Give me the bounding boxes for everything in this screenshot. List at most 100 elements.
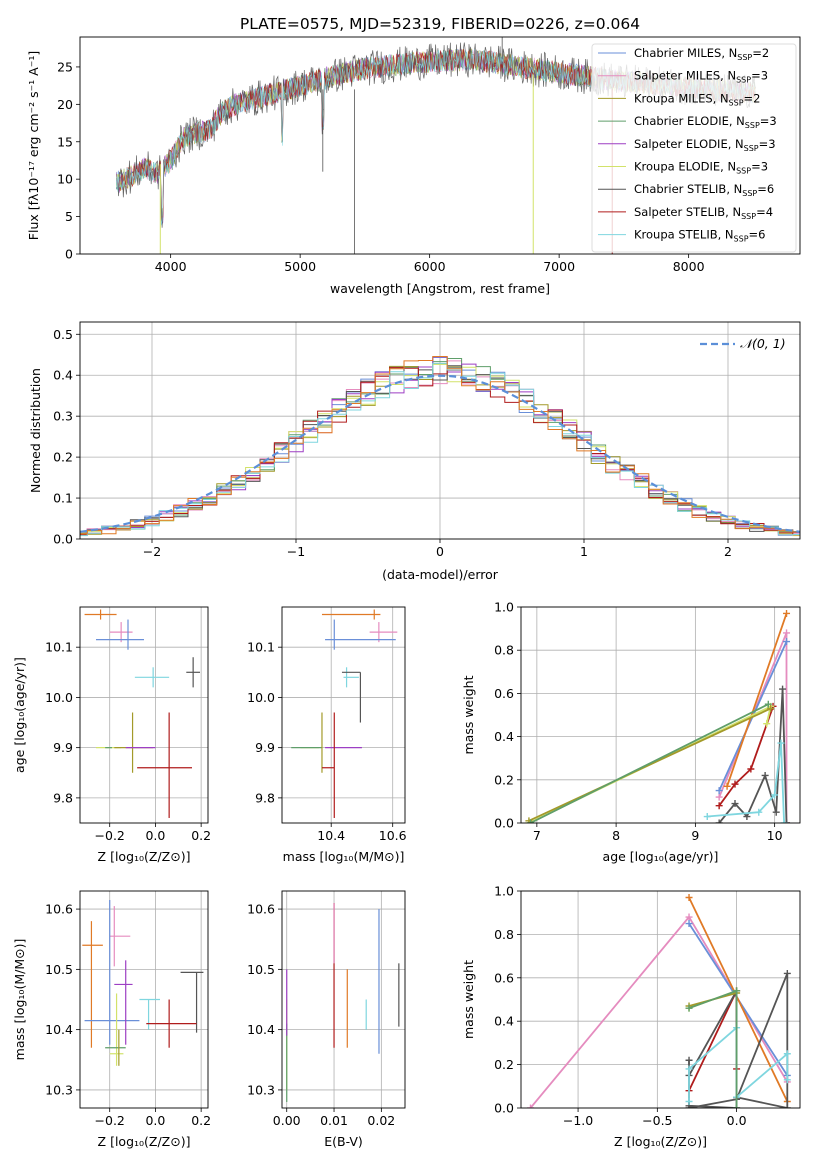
x-axis-label: Z [log₁₀(Z/Z⊙)] (614, 1134, 707, 1149)
y-tick-label: 0.6 (494, 970, 514, 985)
data-marker (779, 685, 787, 693)
y-tick-label: 9.8 (255, 790, 275, 805)
x-axis-label: Z [log₁₀(Z/Z⊙)] (98, 849, 191, 864)
y-tick-label: 0.0 (494, 1101, 514, 1116)
y-axis-label: mass [log₁₀(M/M⊙)] (12, 939, 27, 1061)
y-tick-label: 10.0 (45, 690, 73, 705)
errorbar-layer (84, 609, 200, 818)
y-tick-label: 0.2 (53, 450, 73, 465)
legend-entry: Chabrier MILES, NSSP=2 (634, 46, 769, 62)
data-marker (763, 720, 771, 728)
legend-frame (591, 43, 797, 253)
x-tick-label: −0.2 (95, 828, 125, 843)
y-axis-label: mass weight (461, 960, 476, 1039)
data-marker (747, 765, 755, 773)
y-tick-label: 0.4 (494, 729, 514, 744)
x-tick-label: −1 (287, 544, 305, 559)
data-marker (527, 1104, 535, 1108)
y-axis-label: Flux [fλ10⁻¹⁷ erg cm⁻² s⁻¹ A⁻¹] (26, 51, 41, 240)
data-marker (771, 791, 779, 799)
data-marker (783, 629, 791, 637)
y-tick-label: 25 (57, 59, 73, 74)
x-axis-label: (data-model)/error (382, 567, 499, 582)
y-tick-label: 0.0 (494, 816, 514, 831)
y-tick-label: 10.5 (45, 962, 73, 977)
data-marker (703, 813, 711, 821)
data-marker (761, 771, 769, 779)
x-tick-label: −0.5 (642, 1113, 672, 1128)
y-tick-label: 10.0 (247, 690, 275, 705)
x-tick-label: 0.02 (367, 1113, 395, 1128)
y-axis-label: mass weight (461, 675, 476, 754)
y-tick-label: 0.6 (494, 686, 514, 701)
x-tick-label: 4000 (155, 259, 187, 274)
legend-entry: Chabrier STELIB, NSSP=6 (634, 182, 774, 198)
x-tick-label: 0 (436, 544, 444, 559)
axes-frame (79, 606, 209, 824)
data-marker (783, 1076, 791, 1084)
x-tick-label: 8 (612, 828, 620, 843)
y-tick-label: 10.6 (247, 902, 275, 917)
y-tick-label: 10.6 (45, 902, 73, 917)
mass-weight-line (718, 706, 774, 807)
legend-entry: Chabrier ELODIE, NSSP=3 (634, 114, 777, 130)
histogram-step (80, 367, 800, 536)
x-tick-label: 0.01 (320, 1113, 348, 1128)
y-tick-label: 0.8 (494, 927, 514, 942)
data-marker (764, 700, 772, 708)
y-tick-label: 0.3 (53, 409, 73, 424)
mass-weight-line (530, 703, 769, 823)
mass-weight-line (529, 916, 789, 1108)
y-tick-label: 9.8 (53, 790, 73, 805)
x-tick-label: 6000 (414, 259, 446, 274)
y-tick-label: 10.1 (45, 640, 73, 655)
data-marker (685, 920, 693, 928)
x-axis-label: E(B-V) (324, 1134, 363, 1149)
x-tick-label: 5000 (284, 259, 316, 274)
y-tick-label: 0.0 (53, 532, 73, 547)
mass-weight-line (707, 742, 785, 823)
data-marker (715, 787, 723, 795)
x-axis-label: Z [log₁₀(Z/Z⊙)] (98, 1134, 191, 1149)
x-tick-label: 2 (724, 544, 732, 559)
data-marker (783, 609, 791, 617)
histogram-layer (80, 356, 800, 537)
gaussian-curve (80, 374, 800, 533)
y-tick-label: 0 (65, 247, 73, 262)
y-axis-label: Normed distribution (28, 368, 43, 493)
data-marker (715, 819, 723, 823)
axes-frame (79, 36, 801, 255)
data-marker (685, 894, 693, 902)
data-marker (783, 819, 791, 823)
y-tick-label: 10.3 (45, 1082, 73, 1097)
mass-vs-metallicity-panel: −0.2 0.0 0.2 10.3 10.4 10.5 10.6 Z [log₁₀(Z/Z⊙)… (12, 890, 211, 1149)
data-marker (685, 1004, 693, 1012)
legend-entry: Salpeter MILES, NSSP=3 (634, 69, 768, 85)
y-tick-label: 1.0 (494, 600, 514, 615)
x-tick-label: 0.00 (273, 1113, 301, 1128)
mass-vs-extinction-panel: 0.00 0.01 0.02 10.3 10.4 10.5 10.6 E(B-V) (247, 890, 406, 1149)
x-tick-label: 7 (533, 828, 541, 843)
x-tick-label: 8000 (673, 259, 705, 274)
x-tick-label: 10.6 (379, 828, 407, 843)
data-marker (783, 1104, 791, 1108)
axes-frame (281, 890, 406, 1109)
legend-entry: Salpeter ELODIE, NSSP=3 (634, 137, 776, 153)
data-marker (685, 1104, 693, 1108)
data-marker (783, 638, 791, 646)
data-marker (715, 793, 723, 801)
histogram-step (80, 358, 800, 535)
legend-entry: Kroupa STELIB, NSSP=6 (634, 228, 765, 244)
mass-weight-vs-metallicity-panel: −1.0 −0.5 0.0 0.0 0.2 0.4 0.6 0.8 1.0 Z [log₁₀(Z/… (461, 884, 801, 1149)
x-axis-label: mass [log₁₀(M/M⊙)] (283, 849, 405, 864)
y-tick-label: 10.4 (45, 1022, 73, 1037)
y-tick-label: 0.5 (53, 327, 73, 342)
x-tick-label: −0.2 (95, 1113, 125, 1128)
data-marker (731, 780, 739, 788)
data-marker (783, 969, 791, 977)
data-marker (685, 1056, 693, 1064)
y-tick-label: 10.3 (247, 1082, 275, 1097)
y-tick-label: 0.4 (494, 1014, 514, 1029)
y-tick-label: 9.9 (255, 740, 275, 755)
